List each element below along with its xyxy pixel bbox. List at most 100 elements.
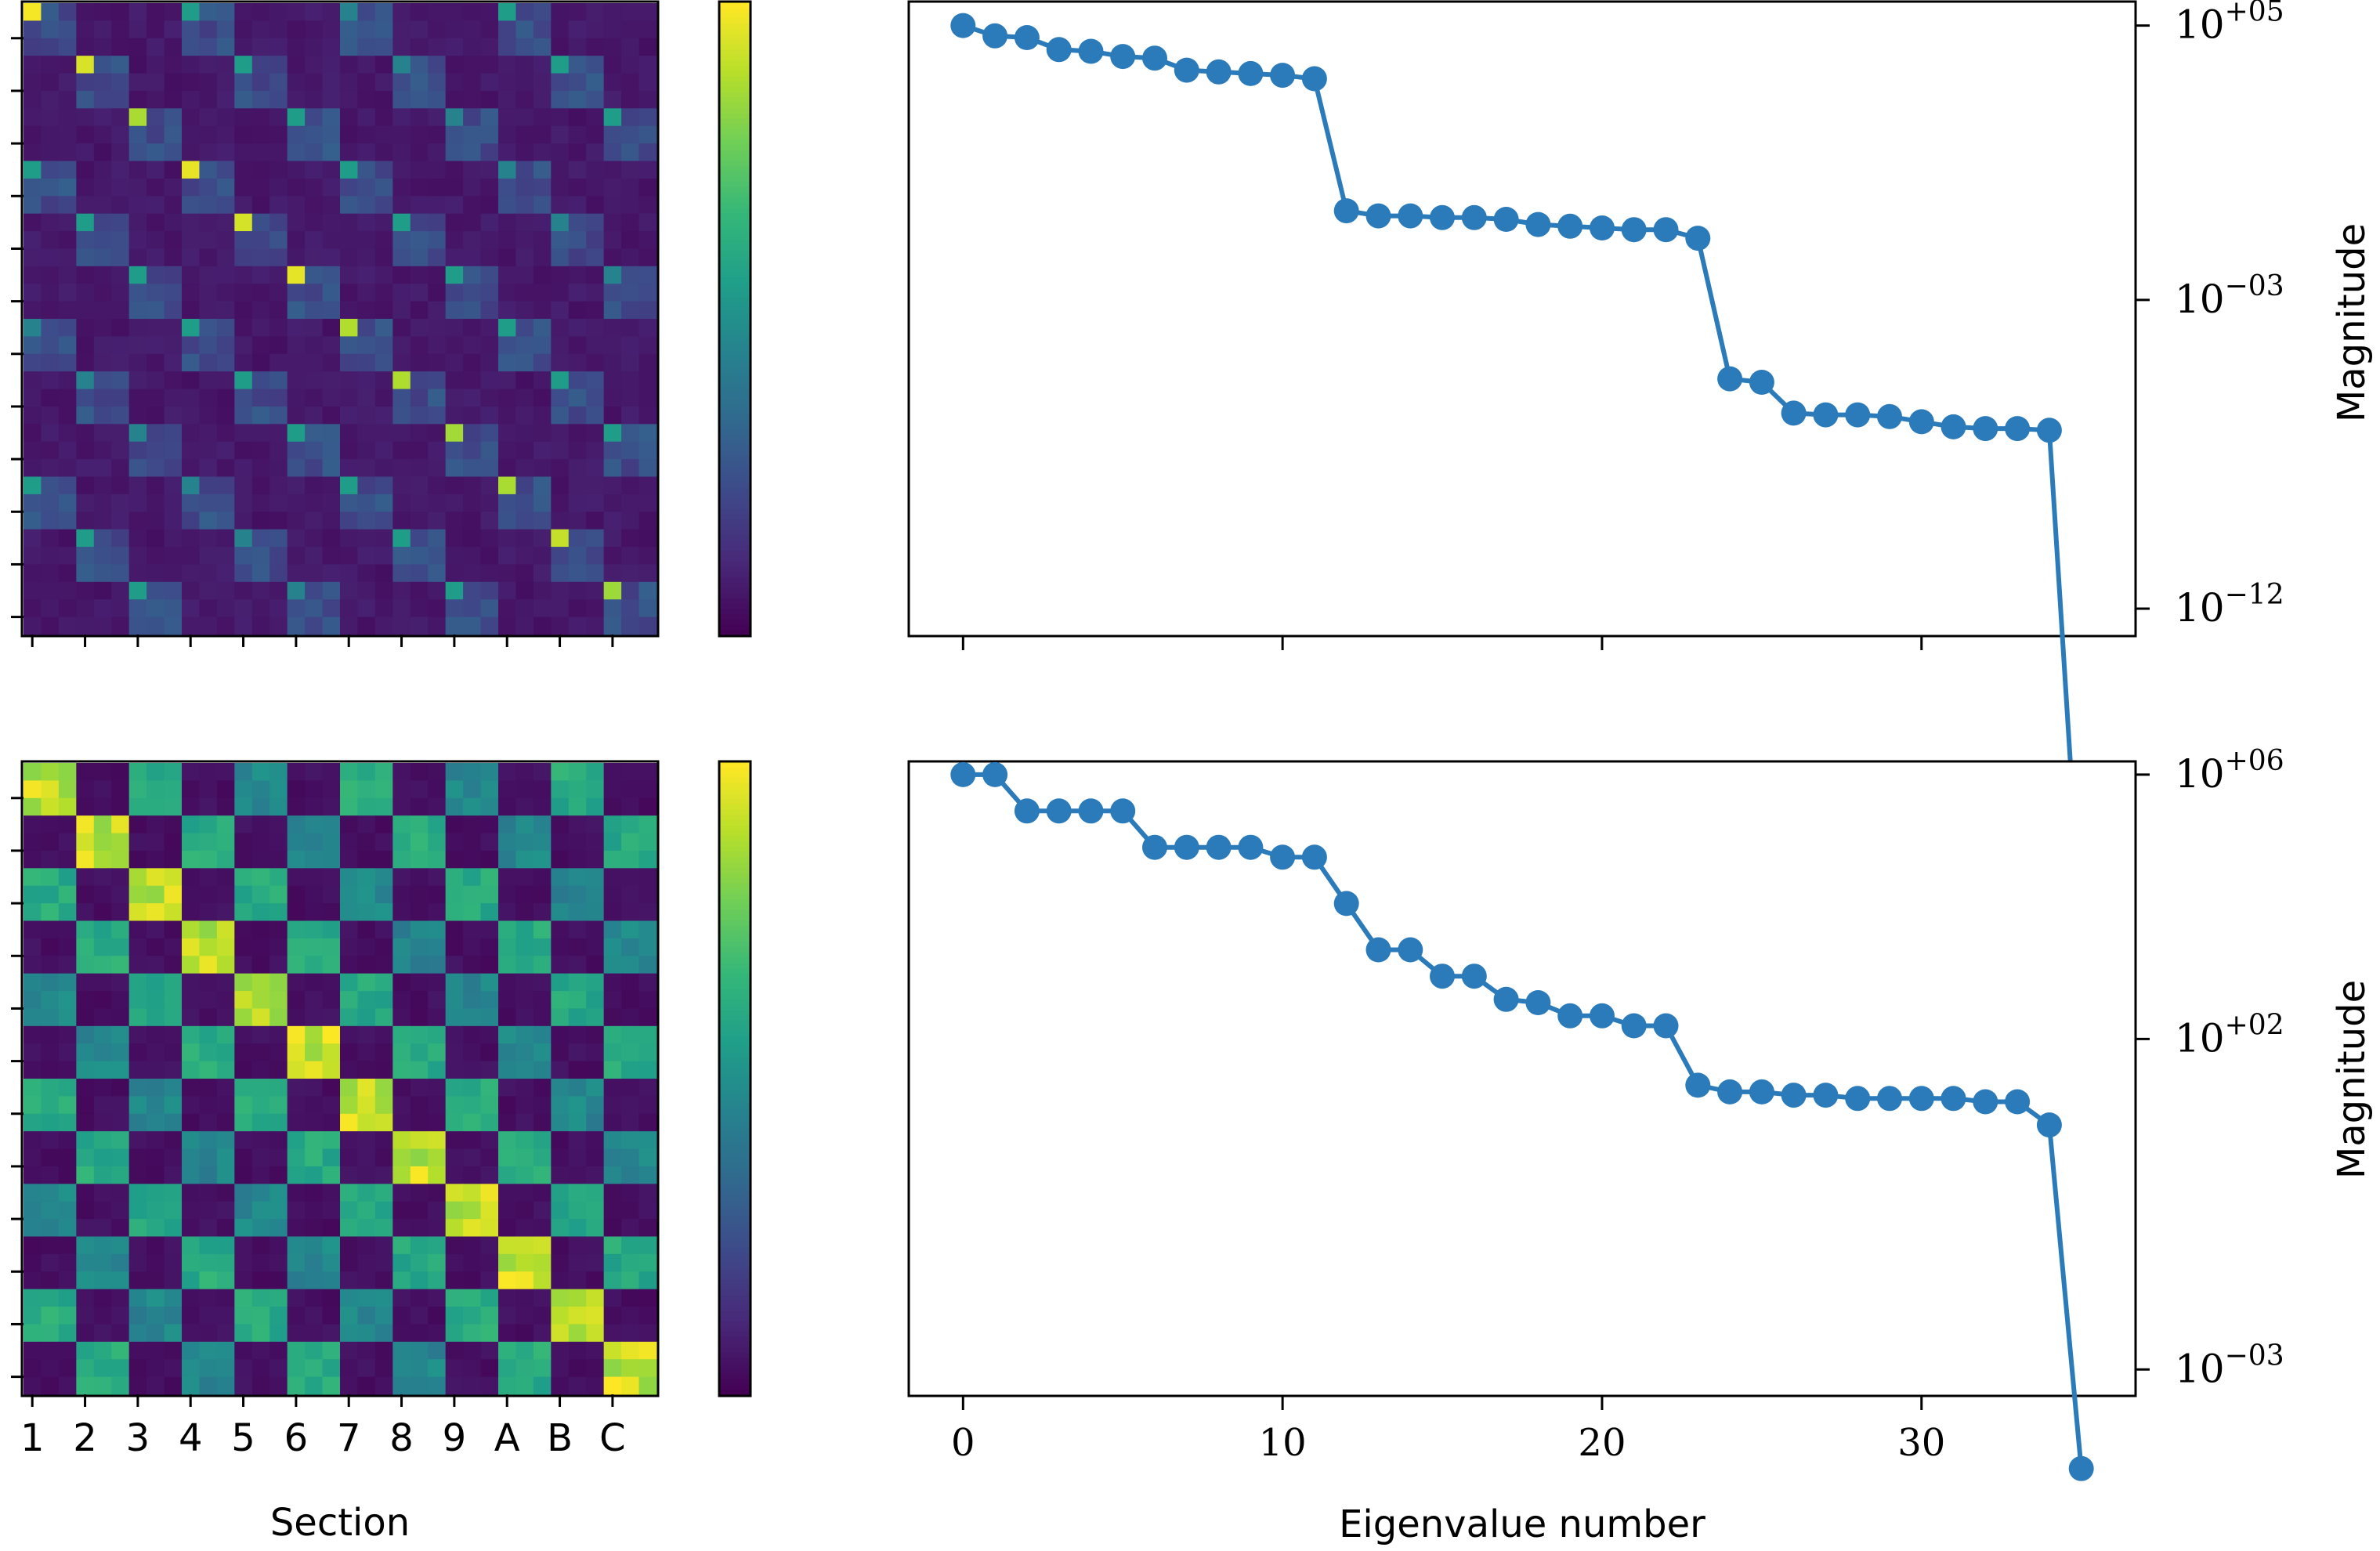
- heatmap-cell: [199, 178, 218, 197]
- colorbar-step: [720, 1152, 750, 1159]
- heatmap-cell: [568, 920, 587, 939]
- heatmap-cell: [76, 389, 95, 407]
- heatmap-cell: [182, 459, 201, 478]
- heatmap-cell: [24, 213, 42, 232]
- colorbar-step: [720, 973, 750, 979]
- heatmap-cell: [76, 780, 95, 799]
- heatmap-cell: [568, 868, 587, 887]
- heatmap-cell: [164, 1236, 183, 1255]
- heatmap-cell: [551, 1341, 570, 1360]
- heatmap-cell: [234, 424, 253, 443]
- heatmap-cell: [340, 353, 359, 372]
- heatmap-cell: [533, 903, 552, 922]
- heatmap-cell: [111, 512, 130, 530]
- heatmap-cell: [41, 868, 60, 887]
- heatmap-cell: [410, 529, 429, 548]
- heatmap-cell: [216, 1184, 235, 1202]
- heatmap-cell: [515, 441, 534, 460]
- heatmap-cell: [568, 125, 587, 144]
- heatmap-cell: [638, 424, 657, 443]
- heatmap-cell: [392, 885, 411, 904]
- heatmap-cell: [199, 1043, 218, 1062]
- heatmap-cell: [251, 38, 270, 56]
- heatmap-cell: [251, 1061, 270, 1079]
- heatmap-cell: [340, 833, 359, 851]
- heatmap-cell: [498, 476, 517, 495]
- heatmap-cell: [357, 1289, 376, 1307]
- eigen-point: [1845, 1086, 1871, 1112]
- heatmap-cell: [58, 143, 77, 162]
- heatmap-cell: [392, 319, 411, 337]
- ytick-label: 10+02: [2175, 1009, 2284, 1061]
- heatmap-cell: [128, 763, 147, 781]
- heatmap-cell: [24, 178, 42, 197]
- heatmap-cell: [428, 1166, 447, 1184]
- heatmap-cell: [515, 1341, 534, 1360]
- heatmap-cell: [251, 581, 270, 600]
- heatmap-cell: [515, 125, 534, 144]
- heatmap-cell: [638, 1289, 657, 1307]
- colorbar-step: [720, 377, 750, 383]
- heatmap-cell: [93, 1166, 112, 1184]
- heatmap-cell: [533, 1166, 552, 1184]
- heatmap-cell: [251, 424, 270, 443]
- heatmap-cell: [621, 406, 640, 425]
- heatmap-cell: [445, 90, 464, 109]
- heatmap-cell: [322, 3, 341, 21]
- heatmap-cell: [603, 1376, 622, 1395]
- heatmap-cell: [603, 231, 622, 250]
- heatmap-cell: [216, 780, 235, 799]
- heatmap-cell: [322, 1043, 341, 1062]
- heatmap-cell: [374, 581, 393, 600]
- heatmap-cell: [305, 143, 324, 162]
- heatmap-cell: [480, 903, 499, 922]
- heatmap-cell: [586, 213, 605, 232]
- heatmap-cell: [58, 389, 77, 407]
- heatmap-cell: [551, 547, 570, 566]
- heatmap-cell: [93, 353, 112, 372]
- heatmap-cell: [551, 581, 570, 600]
- heatmap-cell: [269, 616, 288, 635]
- heatmap-cell: [128, 1324, 147, 1343]
- heatmap-cell: [164, 1201, 183, 1220]
- heatmap-cell: [287, 336, 306, 355]
- heatmap-cell: [445, 599, 464, 618]
- heatmap-cell: [463, 956, 482, 974]
- eigen-point: [1238, 60, 1264, 86]
- colorbar-step: [720, 271, 750, 277]
- heatmap-cell: [234, 1061, 253, 1079]
- eigen-point: [2036, 1112, 2062, 1138]
- heatmap-cell: [128, 1236, 147, 1255]
- heatmap-cell: [445, 763, 464, 781]
- heatmap-cell: [498, 920, 517, 939]
- heatmap-cell: [58, 885, 77, 904]
- heatmap-cell: [58, 353, 77, 372]
- heatmap-cell: [498, 1219, 517, 1238]
- heatmap-cell: [374, 231, 393, 250]
- eigen-point: [1749, 1079, 1774, 1104]
- heatmap-cell: [445, 1166, 464, 1184]
- heatmap-cell: [374, 3, 393, 21]
- heatmap-cell: [586, 389, 605, 407]
- heatmap-cell: [533, 1253, 552, 1272]
- heatmap-cell: [164, 1166, 183, 1184]
- heatmap-cell: [76, 581, 95, 600]
- heatmap-cell: [182, 868, 201, 887]
- heatmap-cell: [340, 459, 359, 478]
- eigen-point: [1365, 203, 1391, 229]
- heatmap-cell: [603, 903, 622, 922]
- heatmap-cell: [551, 319, 570, 337]
- heatmap-cell: [58, 1324, 77, 1343]
- eigen-point: [1461, 204, 1487, 230]
- heatmap-cell: [199, 441, 218, 460]
- xtick-label: 0: [951, 1421, 975, 1465]
- heatmap-cell: [374, 1113, 393, 1132]
- heatmap-cell: [24, 1376, 42, 1395]
- heatmap-cell: [340, 885, 359, 904]
- heatmap-cell: [146, 1043, 165, 1062]
- heatmap-cell: [41, 920, 60, 939]
- heatmap-cell: [638, 301, 657, 320]
- heatmap-cell: [164, 1079, 183, 1097]
- heatmap-cell: [269, 1307, 288, 1325]
- heatmap-cell: [287, 920, 306, 939]
